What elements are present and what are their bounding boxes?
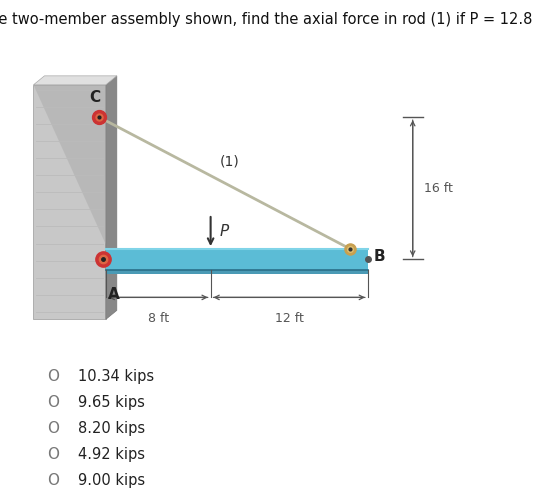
Text: 8 ft: 8 ft <box>147 312 169 325</box>
Text: 9.65 kips: 9.65 kips <box>78 395 145 410</box>
Text: B: B <box>374 250 385 264</box>
Text: P: P <box>220 224 229 239</box>
Text: C: C <box>89 90 100 105</box>
Polygon shape <box>33 85 106 245</box>
Text: 9.00 kips: 9.00 kips <box>78 473 145 488</box>
Polygon shape <box>106 270 368 274</box>
Text: 16 ft: 16 ft <box>423 182 452 195</box>
Text: A: A <box>108 287 120 302</box>
Polygon shape <box>106 249 368 270</box>
Text: In the two-member assembly shown, find the axial force in rod (1) if P = 12.8 ki: In the two-member assembly shown, find t… <box>0 12 536 27</box>
Text: O: O <box>48 473 59 488</box>
Text: O: O <box>48 421 59 436</box>
Text: O: O <box>48 447 59 462</box>
Text: (1): (1) <box>220 154 240 168</box>
Text: 10.34 kips: 10.34 kips <box>78 369 154 384</box>
Text: 8.20 kips: 8.20 kips <box>78 421 145 436</box>
Polygon shape <box>33 76 117 85</box>
Polygon shape <box>33 85 106 319</box>
Polygon shape <box>106 76 117 319</box>
Text: 12 ft: 12 ft <box>275 312 304 325</box>
Text: 4.92 kips: 4.92 kips <box>78 447 145 462</box>
Text: O: O <box>48 395 59 410</box>
Text: O: O <box>48 369 59 384</box>
